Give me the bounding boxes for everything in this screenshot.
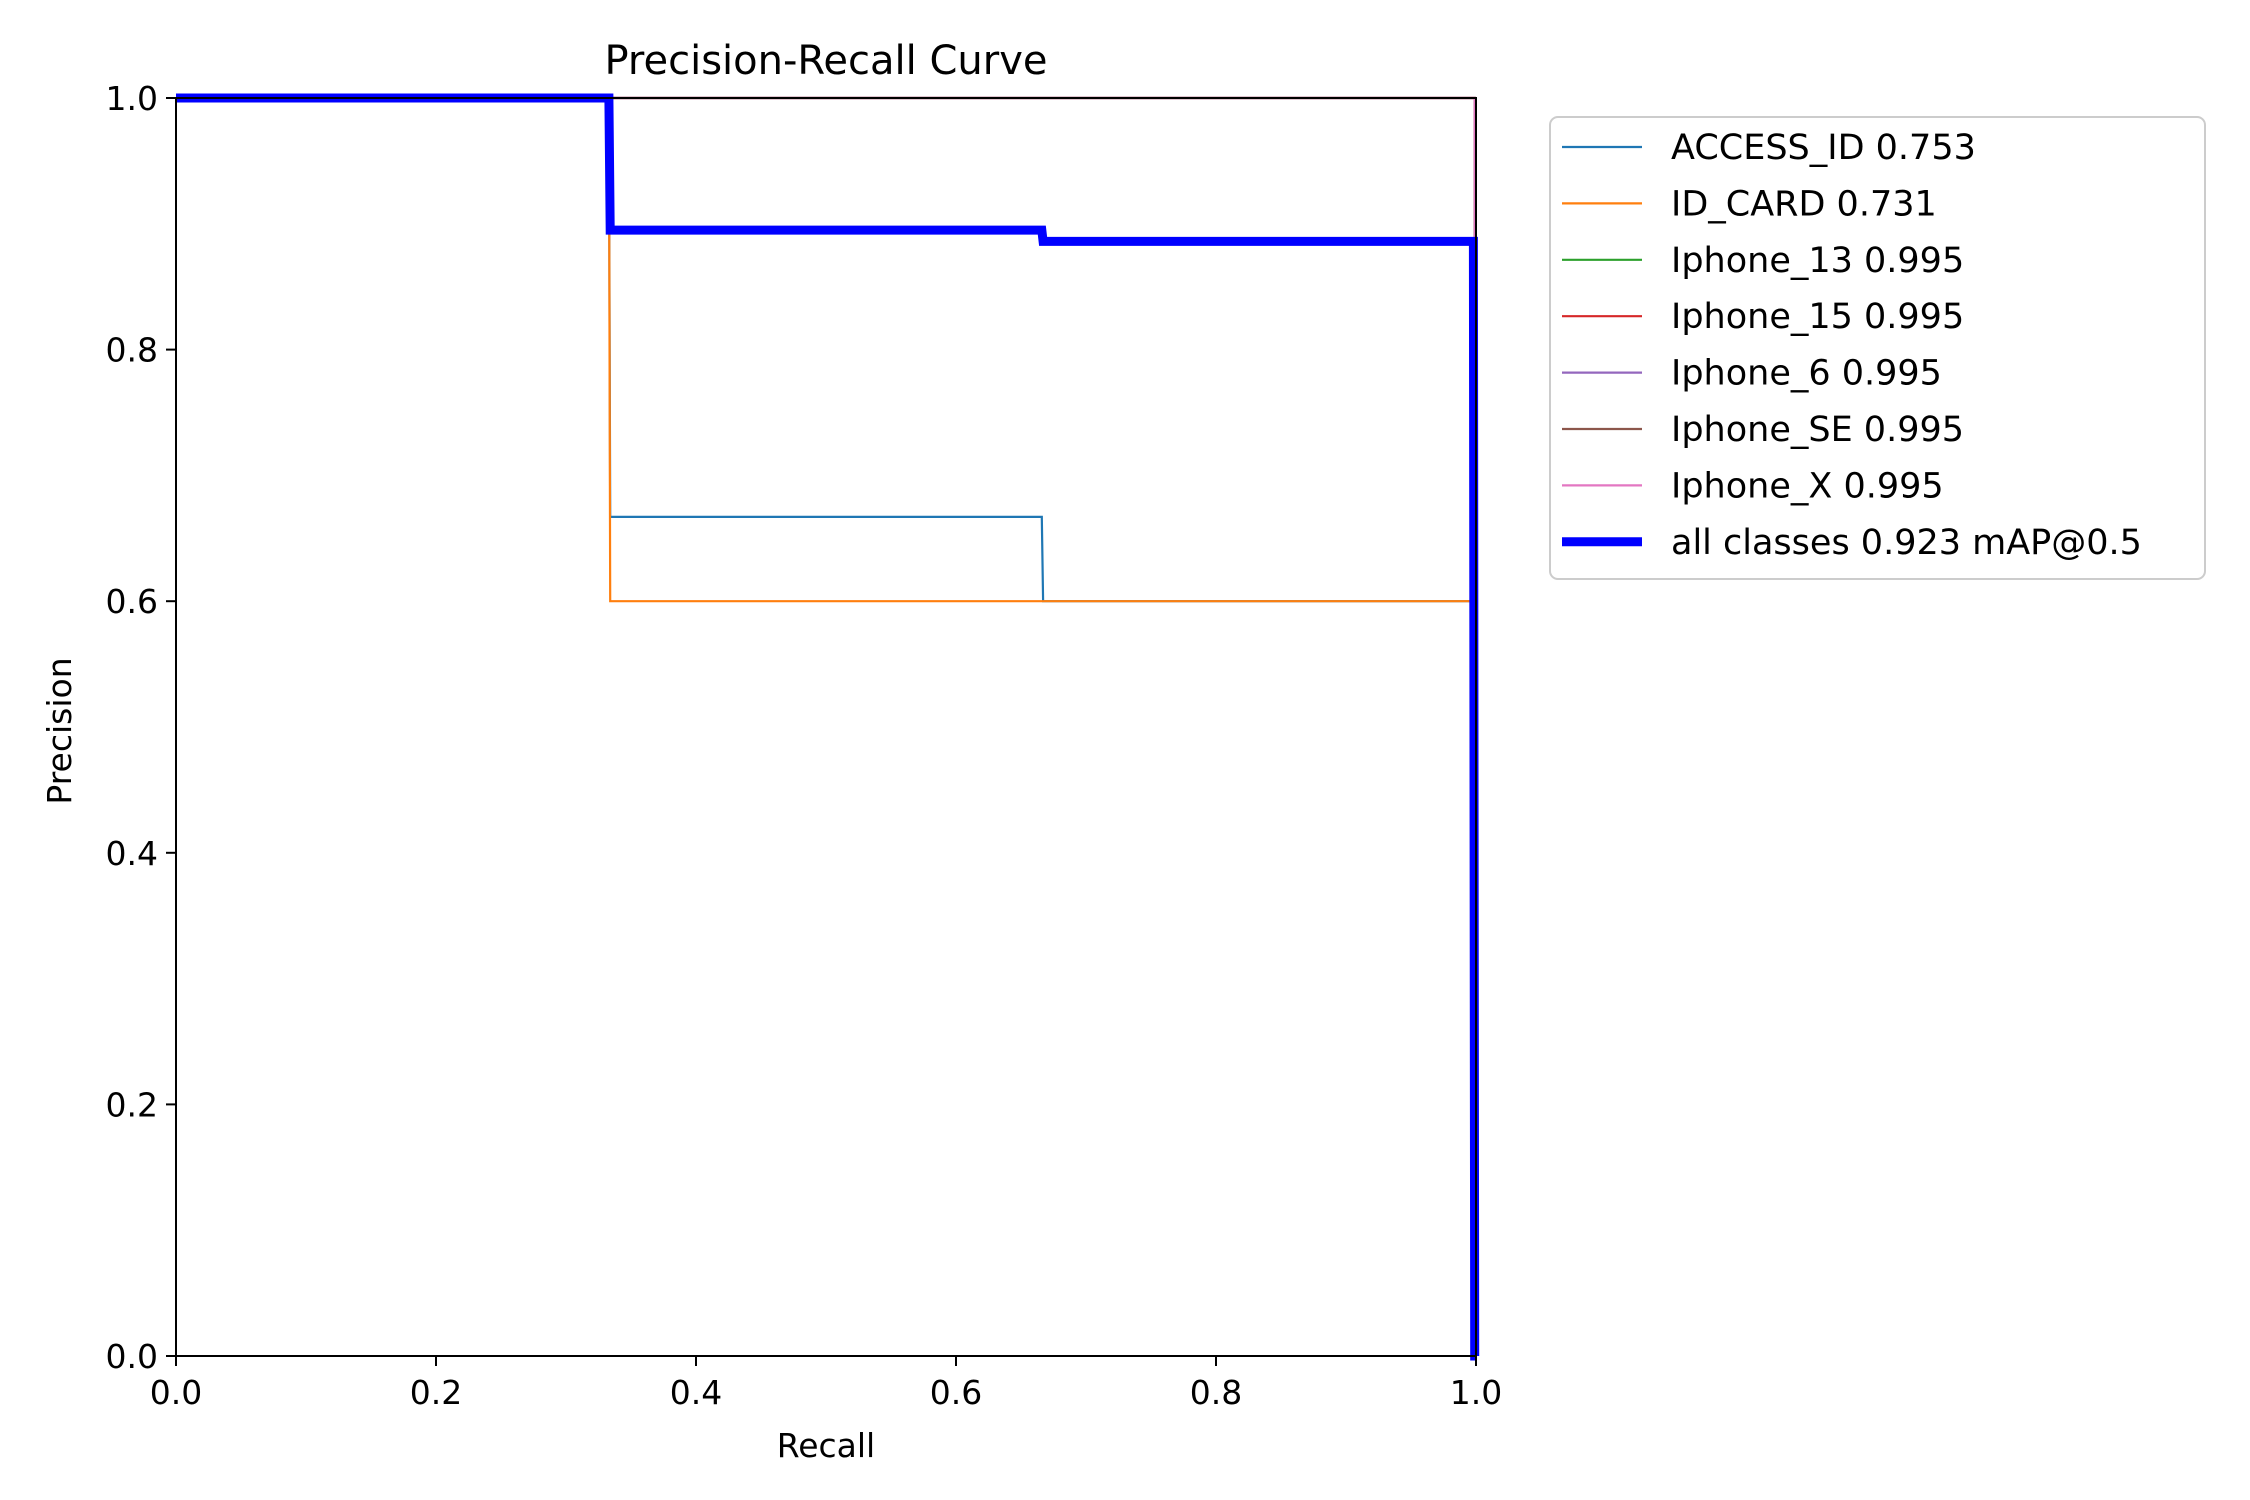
x-tick-label: 0.8	[1190, 1373, 1242, 1412]
y-tick-label: 1.0	[106, 79, 158, 118]
legend-label-6: Iphone_X 0.995	[1671, 466, 1944, 506]
y-tick-label: 0.2	[106, 1085, 158, 1124]
x-axis-ticks: 0.0 0.2 0.4 0.6 0.8 1.0	[150, 1356, 1502, 1412]
y-tick-label: 0.6	[106, 582, 158, 621]
x-axis-label: Recall	[777, 1426, 875, 1465]
x-tick-label: 0.0	[150, 1373, 202, 1412]
legend-label-2: Iphone_13 0.995	[1671, 241, 1964, 281]
y-tick-label: 0.0	[106, 1337, 158, 1376]
legend-label-7: all classes 0.923 mAP@0.5	[1671, 523, 2142, 563]
y-axis-ticks: 0.0 0.2 0.4 0.6 0.8 1.0	[106, 79, 176, 1376]
x-tick-label: 0.2	[410, 1373, 462, 1412]
series-line-7	[176, 93, 1480, 1361]
plot-background	[176, 98, 1476, 1356]
legend: ACCESS_ID 0.753 ID_CARD 0.731 Iphone_13 0.…	[1549, 116, 2206, 580]
legend-label-1: ID_CARD 0.731	[1671, 184, 1937, 224]
legend-label-3: Iphone_15 0.995	[1671, 297, 1964, 337]
legend-box	[1549, 116, 2206, 580]
legend-label-5: Iphone_SE 0.995	[1671, 410, 1964, 450]
plot-area	[175, 93, 1480, 1361]
legend-label-4: Iphone_6 0.995	[1671, 354, 1942, 394]
legend-items: ACCESS_ID 0.753 ID_CARD 0.731 Iphone_13 0.…	[1562, 128, 2142, 563]
chart-title: Precision-Recall Curve	[605, 38, 1048, 84]
x-tick-label: 0.4	[670, 1373, 722, 1412]
legend-label-0: ACCESS_ID 0.753	[1671, 128, 1976, 168]
y-tick-label: 0.8	[106, 331, 158, 370]
y-axis-label: Precision	[40, 657, 79, 804]
plot-frame	[175, 97, 1477, 1357]
y-tick-label: 0.4	[106, 834, 158, 873]
x-tick-label: 0.6	[930, 1373, 982, 1412]
x-tick-label: 1.0	[1450, 1373, 1502, 1412]
